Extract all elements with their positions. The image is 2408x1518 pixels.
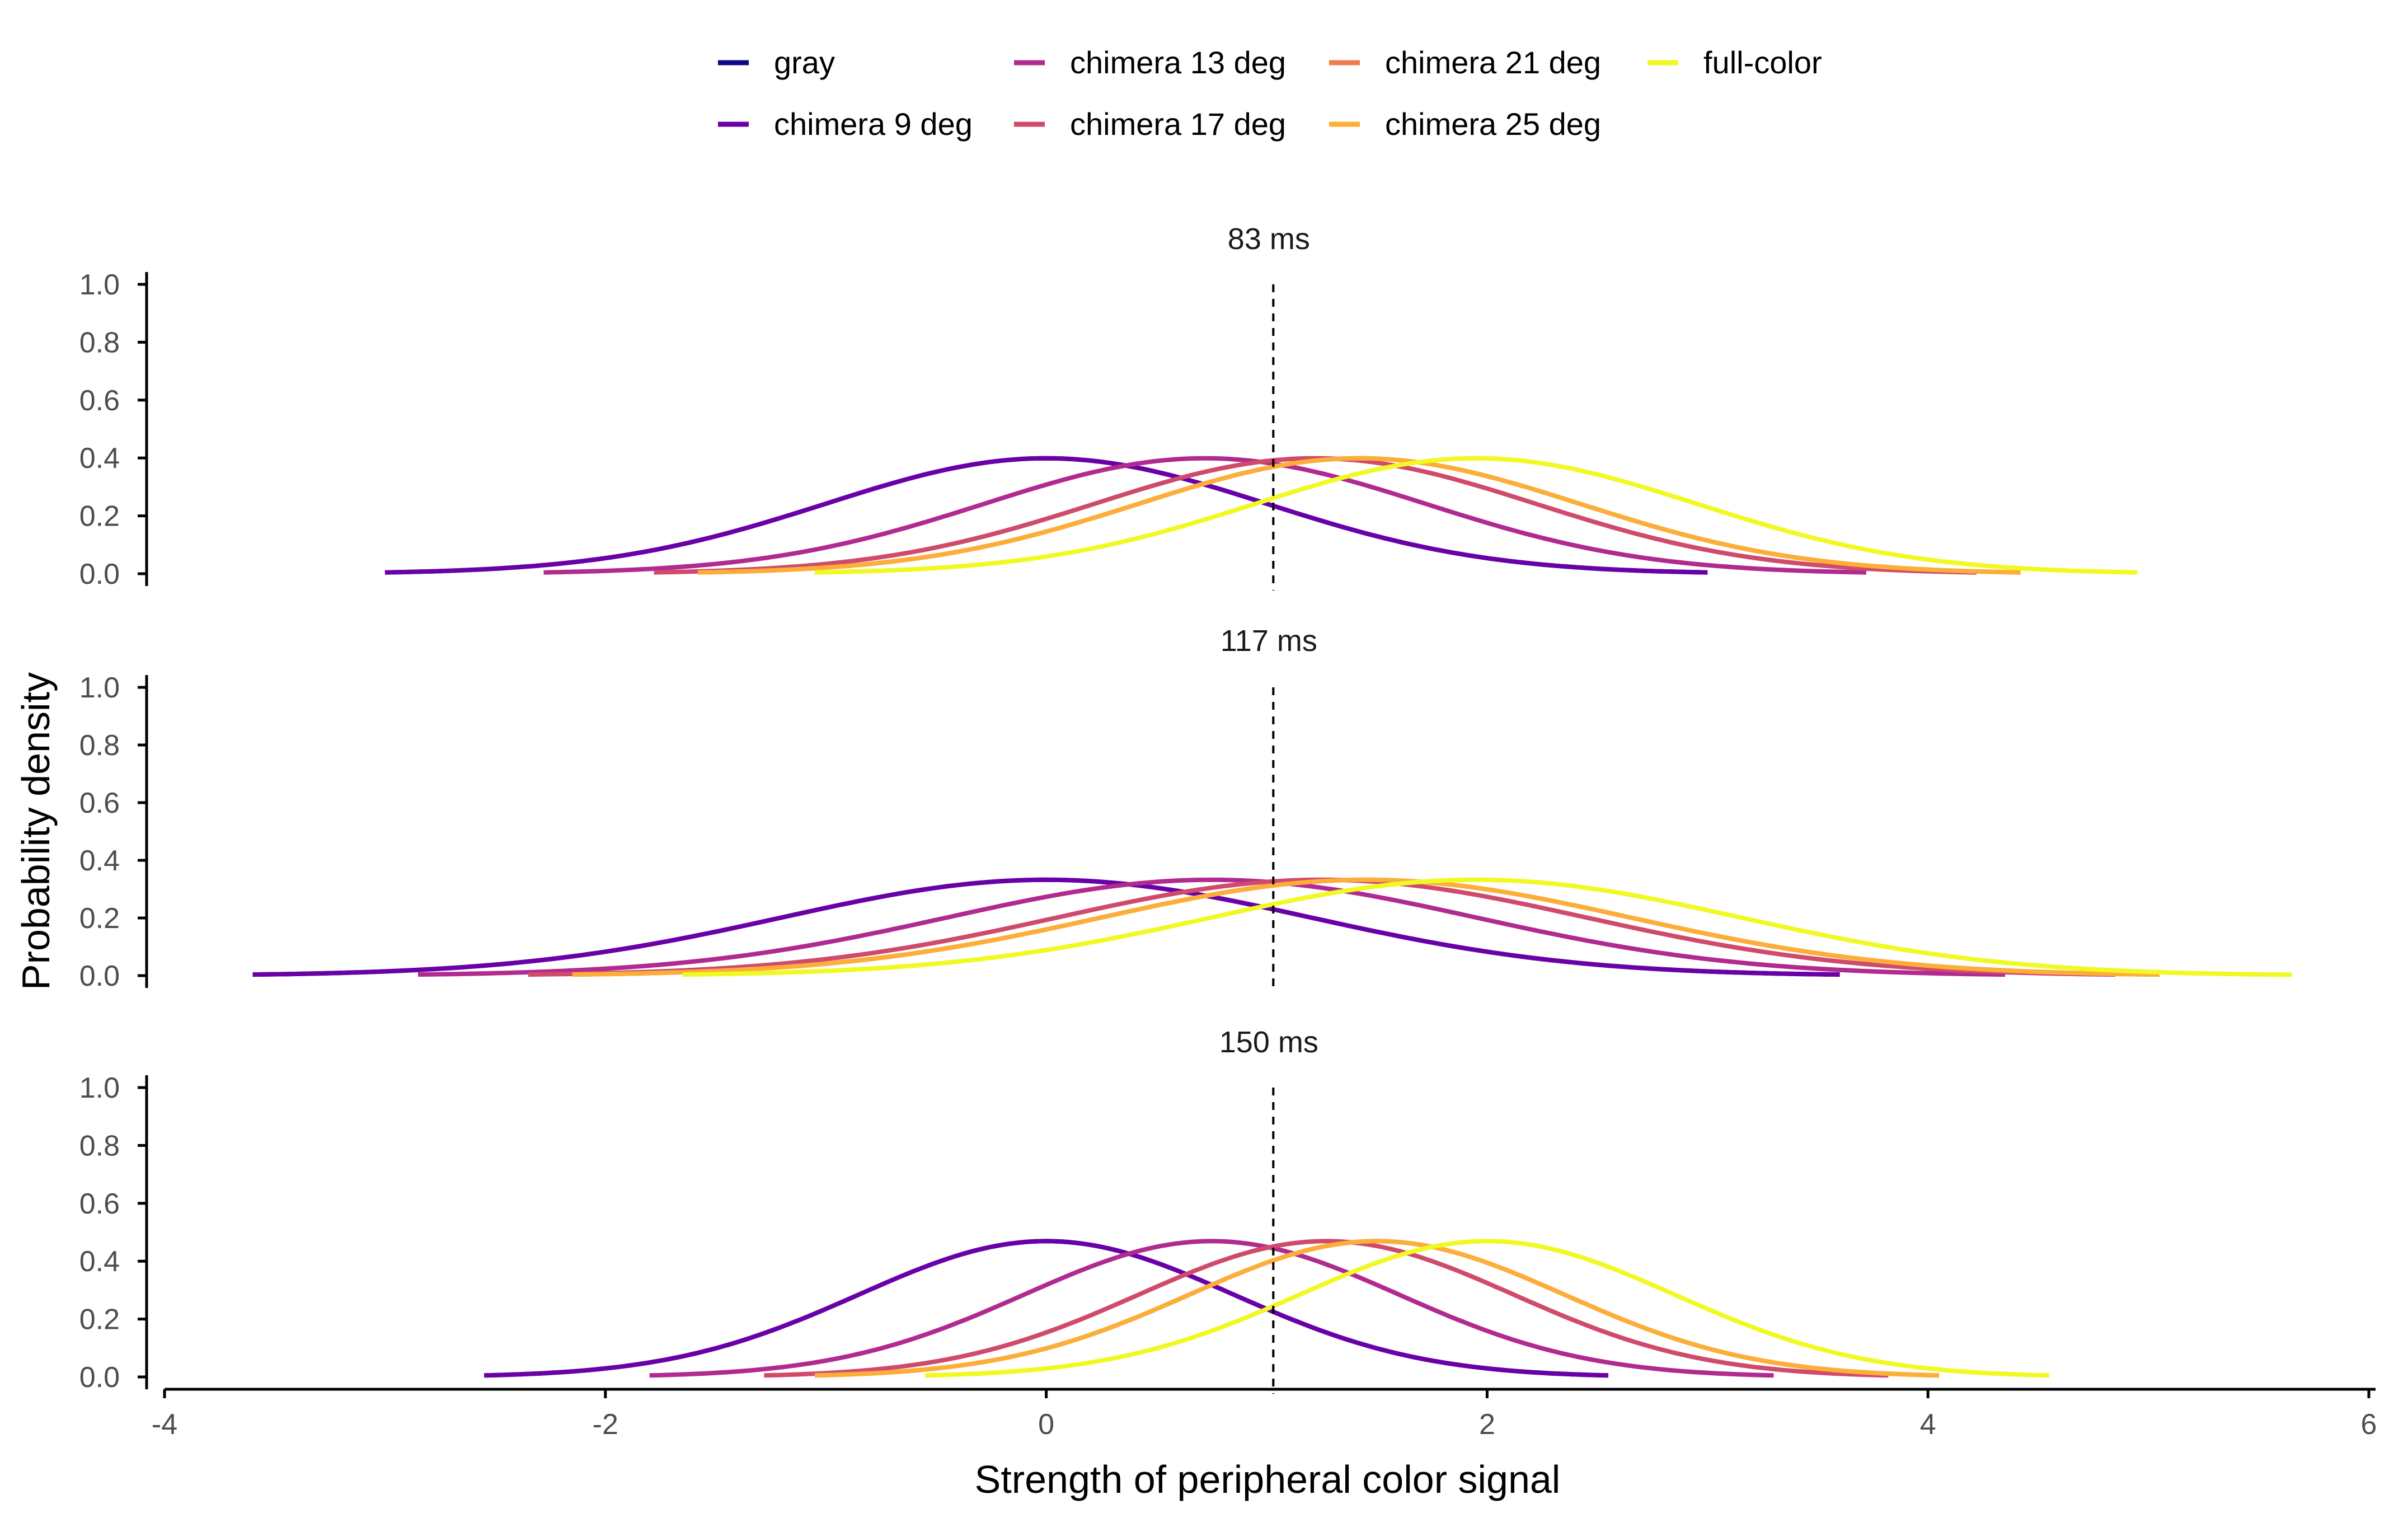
y-tick-label: 0.2 (79, 1304, 120, 1336)
density-curve-full-color (814, 456, 2138, 575)
x-tick-label: 6 (2361, 1408, 2377, 1441)
x-axis-title: Strength of peripheral color signal (975, 1458, 1561, 1501)
density-curve-chimera-17-deg (654, 456, 1977, 575)
density-curve-chimera-25-deg (698, 456, 2021, 575)
y-tick-label: 0.8 (79, 326, 120, 359)
y-tick-label: 0.8 (79, 1130, 120, 1162)
density-curve-chimera-13-deg (649, 1239, 1774, 1378)
panel-title: 83 ms (1228, 222, 1310, 256)
x-tick-label: 0 (1038, 1408, 1054, 1441)
legend-label: full-color (1703, 45, 1822, 80)
legend-label: chimera 17 deg (1070, 106, 1286, 142)
x-tick-label: -4 (152, 1408, 177, 1441)
y-tick-label: 0.4 (79, 1245, 120, 1278)
legend-label: chimera 25 deg (1385, 106, 1601, 142)
density-curve-chimera-25-deg (814, 1239, 1939, 1378)
density-curve-chimera-9-deg (252, 877, 1840, 977)
y-tick-label: 0.6 (79, 1188, 120, 1220)
x-tick-label: 2 (1479, 1408, 1495, 1441)
legend-label: chimera 21 deg (1385, 45, 1601, 80)
legend-label: chimera 9 deg (774, 106, 973, 142)
legend: gray chimera 9 deg chimera 13 deg chimera 1… (718, 45, 1822, 142)
legend-item: full-color (1647, 45, 1822, 80)
facet-panels: 83 ms 0.0 0.2 0.4 0.6 0.8 1.0 117 ms 0.0 0.2 0.4 0.… (79, 222, 2292, 1394)
density-curve-full-color (682, 877, 2292, 977)
y-tick-label: 0.6 (79, 385, 120, 417)
density-curve-chimera-9-deg (384, 456, 1708, 575)
y-tick-label: 0.2 (79, 902, 120, 935)
legend-item: chimera 25 deg (1329, 106, 1601, 142)
y-tick-label: 0.4 (79, 442, 120, 475)
legend-label: chimera 13 deg (1070, 45, 1286, 80)
density-curve-chimera-13-deg (417, 877, 2006, 977)
panel-title: 117 ms (1221, 624, 1317, 658)
density-curve-chimera-25-deg (572, 877, 2160, 977)
y-tick-label: 1.0 (79, 672, 120, 704)
y-tick-label: 1.0 (79, 269, 120, 301)
y-tick-label: 0.0 (79, 558, 120, 591)
y-tick-label: 0.8 (79, 729, 120, 762)
panel-150-ms: 150 ms 0.0 0.2 0.4 0.6 0.8 1.0 (79, 1025, 2049, 1394)
y-tick-label: 0.0 (79, 960, 120, 992)
legend-item: chimera 17 deg (1014, 106, 1286, 142)
density-curve-chimera-13-deg (543, 456, 1866, 575)
density-curve-chimera-9-deg (484, 1239, 1609, 1378)
density-curve-full-color (924, 1239, 2049, 1378)
y-tick-label: 0.2 (79, 500, 120, 533)
x-tick-label: 4 (1920, 1408, 1936, 1441)
panel-title: 150 ms (1219, 1025, 1318, 1059)
y-tick-label: 0.0 (79, 1361, 120, 1394)
density-curve-chimera-17-deg (764, 1239, 1889, 1378)
y-tick-label: 0.4 (79, 845, 120, 877)
x-axis: -4 -2 0 2 4 6 (152, 1388, 2377, 1441)
y-tick-label: 0.6 (79, 787, 120, 819)
x-tick-label: -2 (593, 1408, 618, 1441)
legend-label: gray (774, 45, 835, 80)
legend-item: chimera 9 deg (718, 106, 973, 142)
legend-item: gray (718, 45, 835, 80)
y-tick-label: 1.0 (79, 1072, 120, 1104)
legend-item: chimera 21 deg (1329, 45, 1601, 80)
panel-117-ms: 117 ms 0.0 0.2 0.4 0.6 0.8 1.0 (79, 624, 2292, 992)
y-axis-title: Probability density (14, 672, 58, 990)
panel-83-ms: 83 ms 0.0 0.2 0.4 0.6 0.8 1.0 (79, 222, 2138, 591)
legend-item: chimera 13 deg (1014, 45, 1286, 80)
